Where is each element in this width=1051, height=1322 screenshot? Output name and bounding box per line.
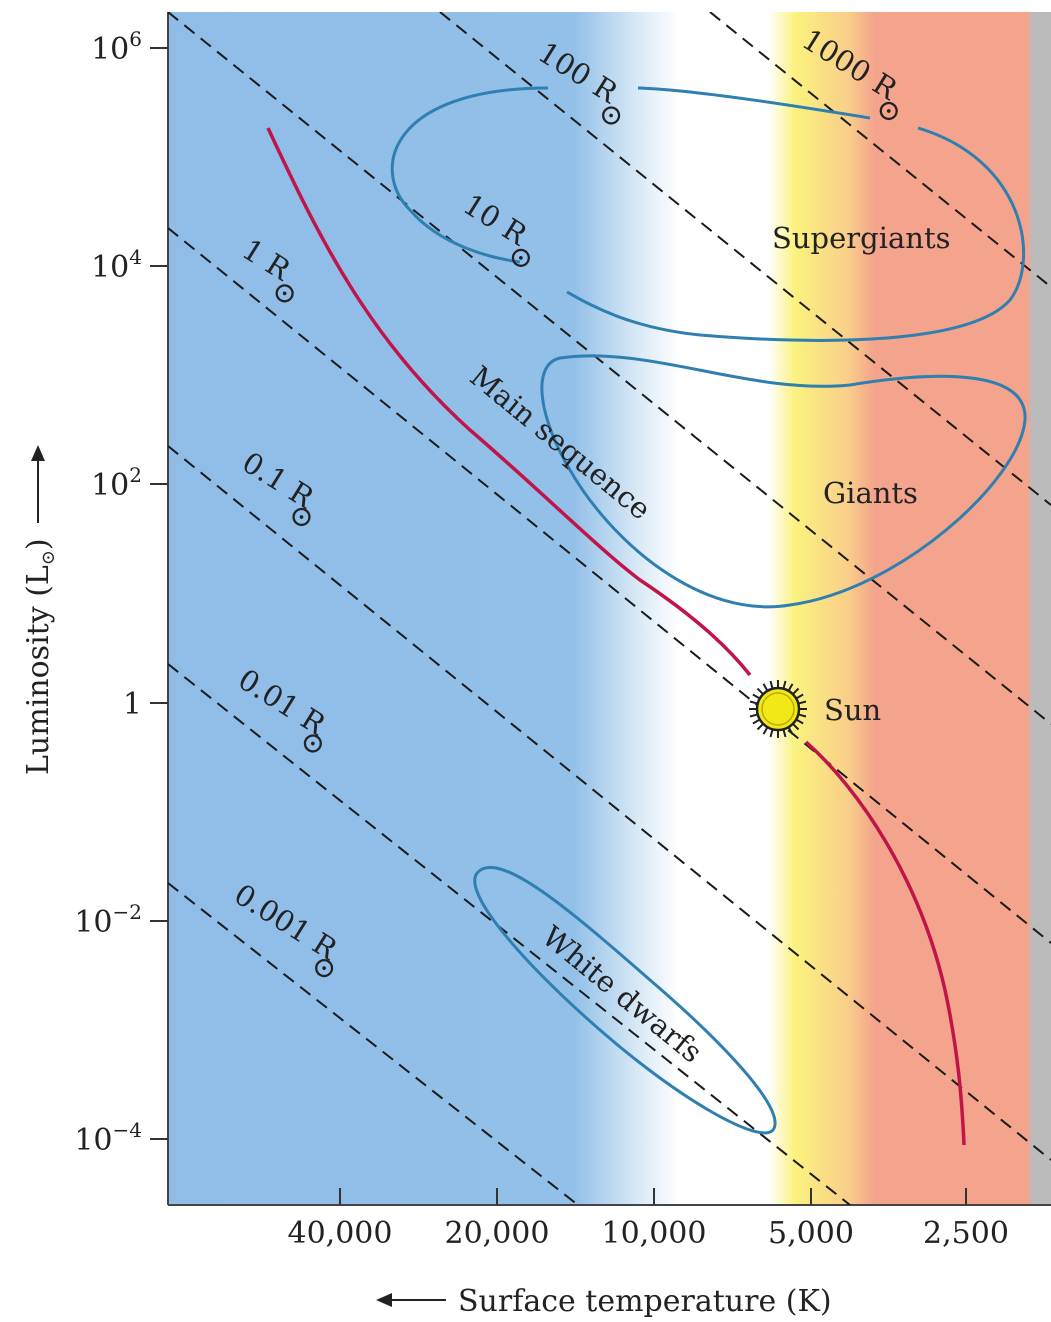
main-sequence-upper-curve (266, 127, 752, 677)
y-tick-base: 10 (91, 32, 129, 67)
sun-marker (749, 680, 807, 738)
supergiants-region (390, 86, 549, 264)
y-tick-exponent: 6 (129, 27, 142, 51)
y-axis-title-sun-symbol: ⊙ (38, 550, 59, 565)
sun-rays (749, 680, 807, 738)
sun-ray (762, 683, 769, 692)
isoradius-line-100 (439, 12, 1051, 506)
sun-ray (798, 700, 807, 705)
y-tick-label-1: 1 (123, 687, 142, 722)
x-axis-title-group: Surface temperature (K) (376, 1284, 832, 1319)
supergiants-region-right (566, 126, 1026, 342)
y-tick-label-1e6: 106 (91, 27, 142, 67)
y-tick-base: 10 (74, 1123, 112, 1158)
sun-ray (782, 680, 787, 689)
x-tick-label-2500: 2,500 (923, 1216, 1009, 1251)
giants-region (540, 354, 1027, 609)
y-tick-exponent: 4 (129, 245, 142, 269)
sun-ray (795, 693, 804, 700)
main-sequence-lower-curve (804, 740, 966, 1146)
supergiants-label: Supergiants (772, 221, 950, 255)
y-tick-base: 1 (123, 687, 142, 722)
y-tick-exponent: −4 (113, 1118, 142, 1142)
sun-ray (795, 718, 804, 725)
white-dwarfs-region (473, 865, 777, 1135)
isoradius-line-0.001 (168, 882, 579, 1205)
sun-ray (798, 713, 807, 718)
y-tick-base: 10 (91, 468, 129, 503)
x-tick-label-10000: 10,000 (602, 1216, 707, 1251)
sun-disk (755, 686, 801, 732)
isoradius-line-1 (168, 227, 1051, 944)
x-tick-label-5000: 5,000 (768, 1216, 854, 1251)
y-tick-exponent: 2 (129, 463, 142, 487)
sun-ray (749, 700, 758, 705)
y-tick-label-1e2: 102 (91, 463, 142, 503)
y-axis-arrow-head (31, 445, 45, 461)
isoradius-line-1000 (709, 12, 1051, 288)
sun-ray (749, 713, 758, 718)
x-tick-label-20000: 20,000 (445, 1216, 550, 1251)
x-axis-arrow-head (376, 1293, 392, 1307)
y-axis-title-group: Luminosity (L⊙) (21, 445, 59, 775)
x-axis: 40,000 20,000 10,000 5,000 2,500 (288, 1188, 1009, 1251)
x-axis-title: Surface temperature (K) (458, 1284, 832, 1319)
sun-ray (752, 693, 761, 700)
giants-label: Giants (823, 476, 918, 510)
sun-ray (792, 723, 800, 731)
y-tick-base: 10 (74, 905, 112, 940)
y-axis-title: Luminosity (L⊙) (21, 538, 59, 775)
sun-ray (762, 726, 769, 735)
sun-ray (756, 723, 764, 731)
x-tick-label-40000: 40,000 (288, 1216, 393, 1251)
y-tick-label-1e-4: 10−4 (74, 1118, 142, 1158)
sun-ray (787, 726, 794, 735)
isoradius-lines (168, 12, 1051, 1205)
sun-ray (769, 729, 774, 738)
supergiants-region-upper (637, 86, 871, 120)
y-axis: 106 104 102 1 10−2 10−4 (74, 27, 168, 1158)
y-axis-title-text: Luminosity (L (21, 565, 56, 775)
sun-ray (787, 683, 794, 692)
sun-ray (756, 687, 764, 695)
isoradius-line-0.1 (168, 445, 1051, 1161)
sun-label: Sun (824, 693, 881, 727)
y-tick-label-1e-2: 10−2 (74, 900, 142, 940)
plot-background (168, 12, 1051, 1205)
sun-ray (752, 718, 761, 725)
y-tick-exponent: −2 (113, 900, 142, 924)
y-tick-base: 10 (91, 250, 129, 285)
y-tick-label-1e4: 104 (91, 245, 142, 285)
y-axis-title-close: ) (21, 538, 56, 550)
sun-ray (792, 687, 800, 695)
isoradius-line-10 (168, 12, 1051, 725)
isoradius-line-0.01 (168, 663, 851, 1205)
sun-ray (769, 680, 774, 689)
sun-ray (782, 729, 787, 738)
sun-inner-ring (761, 692, 795, 726)
